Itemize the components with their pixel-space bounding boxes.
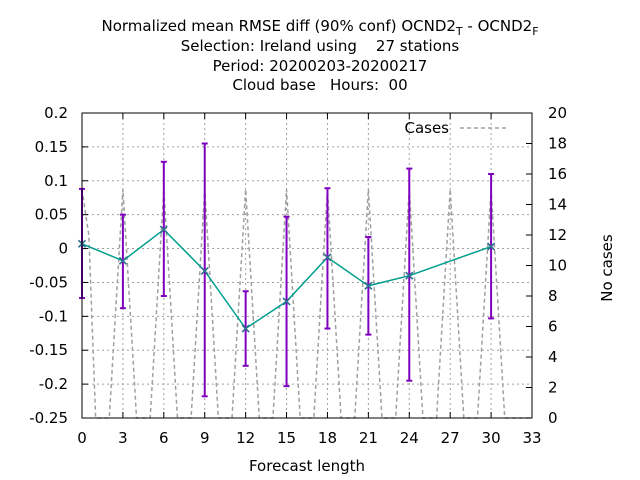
legend: Cases [404, 119, 506, 137]
series-line [81, 228, 492, 330]
y2-tick-label: 14 [548, 196, 567, 214]
y-tick-label: -0.05 [29, 273, 68, 291]
y-tick-label: 0 [58, 240, 68, 258]
y2-axis-label: No cases [598, 234, 616, 302]
x-tick-label: 15 [277, 429, 296, 447]
data-point-marker [405, 271, 414, 280]
y2-tick-label: 20 [548, 104, 567, 122]
data-point-marker [159, 225, 168, 234]
y2-tick-label: 10 [548, 257, 567, 275]
x-axis-label: Forecast length [249, 457, 365, 475]
y2-tick-label: 8 [548, 287, 558, 305]
data-point-marker [487, 242, 496, 251]
y-tick-label: 0.15 [35, 138, 68, 156]
x-tick-label: 0 [77, 429, 87, 447]
y-tick-label: 0.1 [44, 172, 68, 190]
data-point-marker [282, 297, 291, 306]
data-point-marker [118, 256, 127, 265]
chart-title-line-3: Period: 20200203-20200217 [212, 57, 428, 75]
plot-frame [81, 112, 533, 419]
y-tick-label: 0.05 [35, 206, 68, 224]
title-sub-t: T [455, 25, 463, 38]
ticks-layer: 0 3 6 9 12 15 18 21 24 27 30 33-0.25-0.2-0.15-0.1-0… [29, 104, 567, 447]
y2-tick-label: 16 [548, 165, 567, 183]
grid-layer [82, 113, 532, 418]
y2-tick-label: 0 [548, 409, 558, 427]
data-point-marker [364, 281, 373, 290]
x-tick-label: 3 [118, 429, 128, 447]
chart-title-line-2: Selection: Ireland using 27 stations [180, 37, 460, 55]
chart-title-line-4: Cloud base Hours: 00 [232, 76, 408, 94]
y-tick-label: 0.2 [44, 104, 68, 122]
x-tick-label: 12 [236, 429, 255, 447]
title-sub-f: F [532, 25, 539, 38]
title-mid: - OCND2 [462, 17, 533, 35]
title-main: Normalized mean RMSE diff (90% conf) OCN… [101, 17, 456, 35]
data-point-marker [200, 266, 209, 275]
y-tick-label: -0.2 [39, 375, 68, 393]
y-tick-label: -0.15 [29, 341, 68, 359]
x-tick-label: 6 [159, 429, 169, 447]
legend-label-cases: Cases [404, 119, 449, 137]
chart-title-line-1: Normalized mean RMSE diff (90% conf) OCN… [0, 17, 640, 41]
x-tick-label: 30 [482, 429, 501, 447]
x-tick-label: 18 [318, 429, 337, 447]
y2-tick-label: 12 [548, 226, 567, 244]
x-tick-label: 9 [200, 429, 210, 447]
data-point-marker [241, 324, 250, 333]
x-tick-label: 33 [522, 429, 541, 447]
x-tick-label: 24 [400, 429, 419, 447]
y2-tick-label: 6 [548, 318, 558, 336]
y2-tick-label: 2 [548, 379, 558, 397]
x-tick-label: 21 [359, 429, 378, 447]
y-tick-label: -0.1 [39, 307, 68, 325]
y2-tick-label: 18 [548, 135, 567, 153]
x-tick-label: 27 [441, 429, 460, 447]
series-layer [77, 142, 496, 398]
y2-tick-label: 4 [548, 348, 558, 366]
data-point-marker [323, 253, 332, 262]
y-tick-label: -0.25 [29, 409, 68, 427]
